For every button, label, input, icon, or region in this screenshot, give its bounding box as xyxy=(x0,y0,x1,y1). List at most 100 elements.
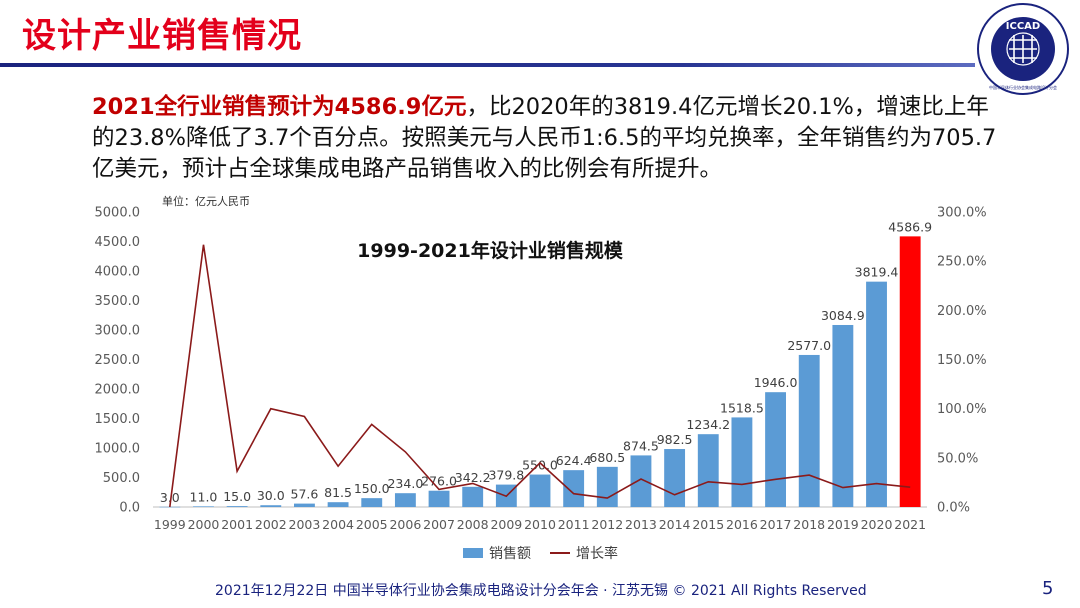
bar-2021 xyxy=(899,236,921,507)
x-tick-2005: 2005 xyxy=(356,517,388,532)
bar-label-2009: 379.8 xyxy=(488,468,524,483)
logo-subtext: 中国半导体行业协会集成电路设计分会 xyxy=(989,84,1057,90)
x-tick-2007: 2007 xyxy=(423,517,455,532)
y-tick-7: 3500.0 xyxy=(95,294,141,309)
iccad-logo: ICCAD 中国半导体行业协会集成电路设计分会 xyxy=(977,3,1069,95)
bar-2004 xyxy=(327,502,349,507)
summary-paragraph: 2021全行业销售预计为4586.9亿元，比2020年的3819.4亿元增长20… xyxy=(92,92,997,185)
x-tick-2004: 2004 xyxy=(322,517,354,532)
bar-label-2017: 1946.0 xyxy=(754,375,798,390)
legend-bar-swatch xyxy=(463,548,483,558)
unit-label: 单位：亿元人民币 xyxy=(162,194,250,208)
bar-2000 xyxy=(193,506,214,507)
legend-line-label: 增长率 xyxy=(576,545,618,562)
x-tick-2006: 2006 xyxy=(389,517,421,532)
bar-label-2014: 982.5 xyxy=(657,432,693,447)
bar-label-2021: 4586.9 xyxy=(888,219,932,234)
bar-label-2012: 680.5 xyxy=(589,450,625,465)
bar-2018 xyxy=(798,354,820,507)
y-tick-5: 2500.0 xyxy=(95,353,141,368)
bar-label-2002: 30.0 xyxy=(257,488,285,503)
x-tick-2020: 2020 xyxy=(861,517,893,532)
title-rule xyxy=(0,63,975,67)
bar-label-2019: 3084.9 xyxy=(821,308,865,323)
x-tick-2017: 2017 xyxy=(760,517,792,532)
x-tick-2013: 2013 xyxy=(625,517,657,532)
y-tick-2: 1000.0 xyxy=(95,442,141,457)
bar-label-2011: 624.4 xyxy=(556,453,592,468)
bar-2006 xyxy=(394,493,416,507)
bar-label-2010: 550.0 xyxy=(522,458,558,473)
bar-label-1999: 3.0 xyxy=(160,490,180,505)
y-tick-1: 500.0 xyxy=(103,471,140,486)
bar-label-2020: 3819.4 xyxy=(855,265,899,280)
sales-chart: 单位：亿元人民币 1999-2021年设计业销售规模 3.0 11.0 15.0 30… xyxy=(80,192,1000,574)
bar-2007 xyxy=(428,490,450,507)
slide-title: 设计产业销售情况 xyxy=(22,16,302,56)
bar-label-2005: 150.0 xyxy=(354,481,390,496)
bar-2020 xyxy=(866,281,887,507)
x-tick-2012: 2012 xyxy=(591,517,623,532)
chart-title: 1999-2021年设计业销售规模 xyxy=(357,239,624,262)
logo-text: ICCAD xyxy=(1006,21,1040,32)
bar-2008 xyxy=(462,486,484,507)
chart-svg: 单位：亿元人民币 1999-2021年设计业销售规模 3.0 11.0 15.0 30… xyxy=(95,194,987,562)
y2-tick-5: 250.0% xyxy=(937,255,987,270)
bar-2012 xyxy=(596,466,618,507)
x-tick-2000: 2000 xyxy=(188,517,220,532)
bar-2002 xyxy=(260,505,282,507)
bar-2003 xyxy=(294,503,315,507)
bar-label-2013: 874.5 xyxy=(623,438,659,453)
bar-label-2004: 81.5 xyxy=(324,485,352,500)
bar-2011 xyxy=(563,470,585,507)
growth-rate-line xyxy=(169,244,911,508)
y-tick-8: 4000.0 xyxy=(95,265,141,280)
legend-bar-label: 销售额 xyxy=(489,546,531,562)
x-tick-2014: 2014 xyxy=(659,517,691,532)
bar-2017 xyxy=(765,392,786,507)
x-tick-2015: 2015 xyxy=(692,517,724,532)
y2-tick-6: 300.0% xyxy=(937,206,987,221)
bar-label-2008: 342.2 xyxy=(455,470,491,485)
x-tick-2008: 2008 xyxy=(457,517,489,532)
bar-label-2001: 15.0 xyxy=(223,489,251,504)
x-tick-2018: 2018 xyxy=(793,517,825,532)
bar-2019 xyxy=(832,324,854,507)
y-tick-10: 5000.0 xyxy=(95,206,141,221)
x-tick-2010: 2010 xyxy=(524,517,556,532)
y-tick-6: 3000.0 xyxy=(95,324,141,339)
y-tick-0: 0.0 xyxy=(119,501,140,516)
bar-2016 xyxy=(731,417,753,507)
y2-tick-3: 150.0% xyxy=(937,353,987,368)
bar-2013 xyxy=(630,455,652,507)
x-tick-2011: 2011 xyxy=(558,517,590,532)
bar-2005 xyxy=(361,498,383,507)
footer: 2021年12月22日 中国半导体行业协会集成电路设计分会年会 · 江苏无锡 ©… xyxy=(0,578,1080,608)
y2-tick-2: 100.0% xyxy=(937,402,987,417)
page-number: 5 xyxy=(1042,578,1054,599)
y2-tick-0: 0.0% xyxy=(937,501,970,516)
x-tick-2001: 2001 xyxy=(221,517,253,532)
x-tick-2021: 2021 xyxy=(894,517,926,532)
y-tick-4: 2000.0 xyxy=(95,383,141,398)
bar-label-2006: 234.0 xyxy=(387,476,423,491)
y-tick-3: 1500.0 xyxy=(95,412,141,427)
y-tick-9: 4500.0 xyxy=(95,235,141,250)
x-tick-2019: 2019 xyxy=(827,517,859,532)
x-tick-1999: 1999 xyxy=(154,517,186,532)
x-tick-2002: 2002 xyxy=(255,517,287,532)
bar-label-2000: 11.0 xyxy=(190,489,218,504)
bar-1999 xyxy=(159,506,181,508)
x-tick-2003: 2003 xyxy=(289,517,321,532)
x-tick-2016: 2016 xyxy=(726,517,758,532)
bar-label-2016: 1518.5 xyxy=(720,400,764,415)
footer-text: 2021年12月22日 中国半导体行业协会集成电路设计分会年会 · 江苏无锡 ©… xyxy=(215,583,867,599)
bar-label-2003: 57.6 xyxy=(291,487,319,502)
bar-label-2018: 2577.0 xyxy=(787,338,831,353)
summary-highlight: 2021全行业销售预计为4586.9亿元 xyxy=(92,94,467,120)
bar-2010 xyxy=(529,474,551,507)
bar-label-2015: 1234.2 xyxy=(686,417,730,432)
y2-tick-4: 200.0% xyxy=(937,304,987,319)
bar-2015 xyxy=(697,434,719,507)
x-tick-2009: 2009 xyxy=(490,517,522,532)
